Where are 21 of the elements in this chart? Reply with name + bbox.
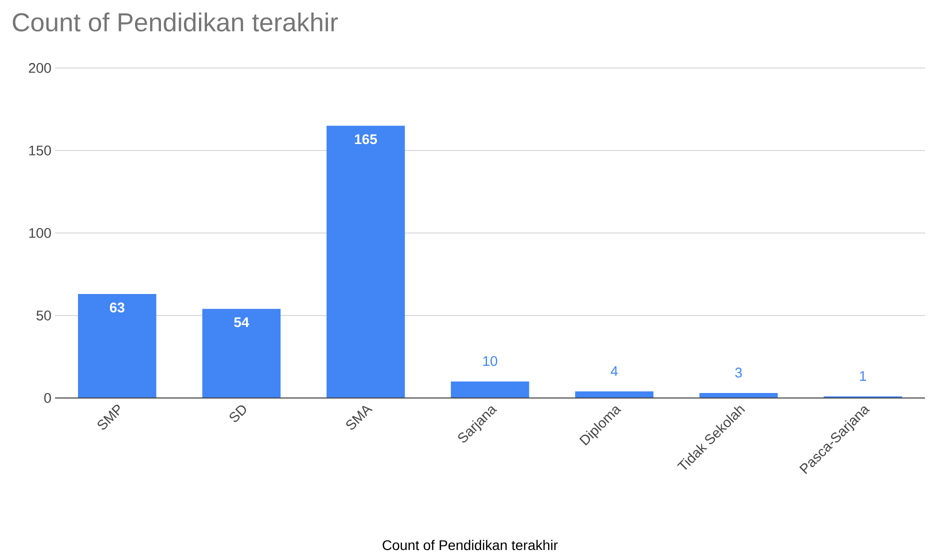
y-tick-label: 100 bbox=[29, 228, 51, 238]
y-tick-label: 150 bbox=[29, 146, 51, 156]
bar bbox=[575, 391, 654, 398]
data-label: 10 bbox=[483, 356, 498, 366]
y-tick-label: 50 bbox=[36, 310, 51, 320]
bar bbox=[699, 393, 778, 398]
x-tick-label: SD bbox=[230, 405, 246, 422]
bar bbox=[202, 308, 281, 398]
bar bbox=[450, 382, 530, 398]
data-label: 4 bbox=[610, 366, 618, 376]
y-tick-label: 0 bbox=[44, 393, 51, 403]
x-axis-title: Count of Pendidikan terakhir bbox=[382, 540, 558, 550]
data-label: 1 bbox=[860, 371, 866, 381]
bar bbox=[78, 294, 156, 398]
bar bbox=[326, 126, 405, 398]
y-tick-label: 200 bbox=[28, 63, 51, 73]
data-label: 3 bbox=[735, 368, 742, 378]
data-label: 63 bbox=[110, 302, 124, 312]
data-label: 54 bbox=[234, 317, 250, 328]
data-label: 165 bbox=[354, 134, 377, 144]
chart-title: Count of Pendidikan terakhir bbox=[12, 12, 338, 32]
